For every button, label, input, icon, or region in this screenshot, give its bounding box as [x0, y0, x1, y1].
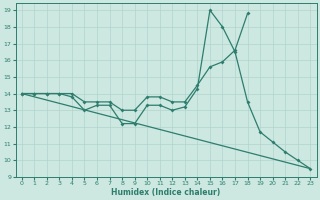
X-axis label: Humidex (Indice chaleur): Humidex (Indice chaleur) — [111, 188, 221, 197]
